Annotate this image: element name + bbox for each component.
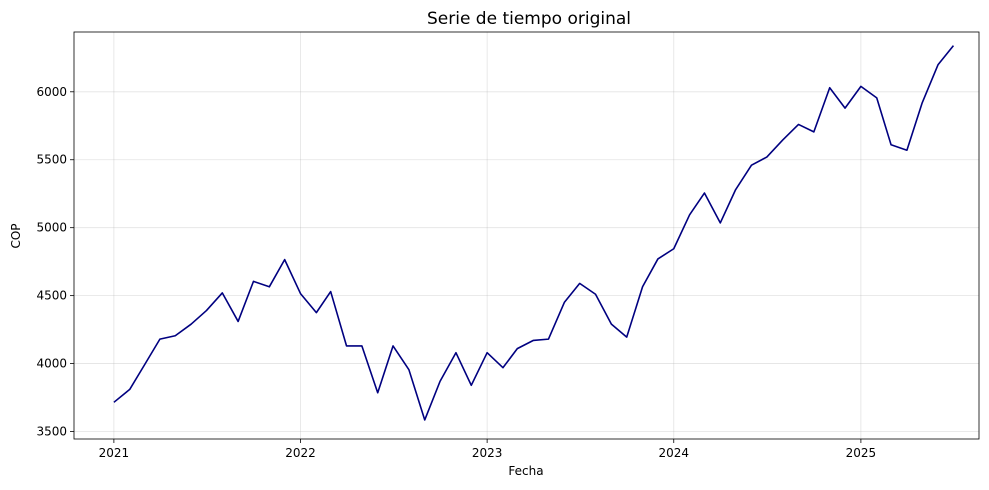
y-axis-label: COP (9, 223, 23, 248)
x-tick-label: 2024 (658, 446, 689, 460)
y-tick-label: 3500 (36, 425, 67, 439)
y-axis: 3500 4000 4500 5000 5500 6000 (36, 85, 74, 439)
x-axis: 2021 2022 2023 2024 2025 (99, 439, 877, 460)
y-tick-label: 4000 (36, 357, 67, 371)
plot-frame (73, 31, 980, 440)
y-tick-label: 6000 (36, 85, 67, 99)
x-axis-label: Fecha (508, 464, 543, 478)
chart-title: Serie de tiempo original (427, 9, 631, 29)
x-tick-label: 2023 (472, 446, 503, 460)
x-tick-label: 2022 (285, 446, 316, 460)
y-tick-label: 5000 (36, 221, 67, 235)
y-tick-label: 5500 (36, 153, 67, 167)
series-line-0 (113, 45, 955, 421)
series-layer (113, 45, 955, 421)
grid (74, 32, 979, 439)
x-tick-label: 2025 (846, 446, 877, 460)
x-tick-label: 2021 (99, 446, 130, 460)
y-tick-label: 4500 (36, 289, 67, 303)
